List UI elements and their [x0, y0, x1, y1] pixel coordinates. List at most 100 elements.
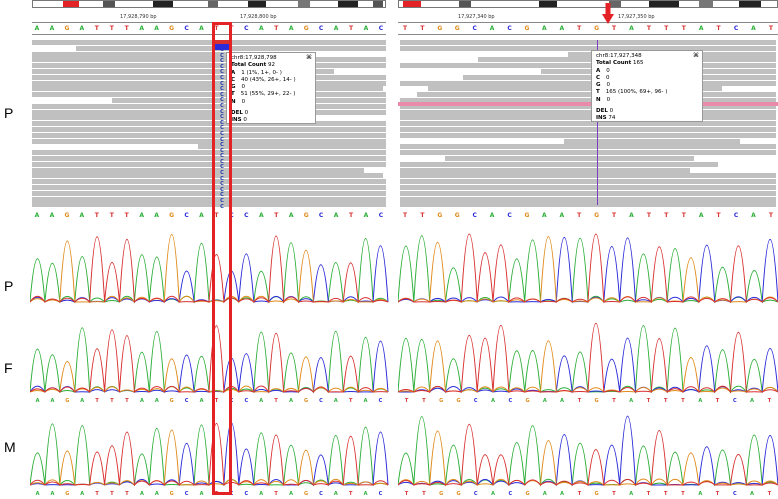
read-base: C [220, 86, 224, 93]
trace-base-call: A [50, 491, 54, 497]
read-bar [32, 161, 386, 167]
left-ref-base: A [363, 25, 369, 32]
trace-base-call: T [349, 491, 353, 497]
close-icon[interactable]: ⌘ [693, 52, 699, 59]
trace-base-call: T [664, 491, 668, 497]
read-bar [400, 45, 776, 51]
trace-base-call: T [681, 398, 685, 404]
trace-base-call: C [508, 398, 512, 404]
trace-base-call: A [629, 491, 633, 497]
right-ref-base: T [768, 25, 773, 32]
trace-base-call: A [543, 491, 547, 497]
right-cons-base: A [489, 212, 495, 219]
trace-base-call: G [525, 398, 529, 404]
left-cons-base: A [199, 212, 204, 219]
trace-t [30, 325, 389, 394]
trace-base-call: T [274, 398, 278, 404]
popup-ins-label: INS [231, 117, 242, 124]
read-bar [32, 173, 383, 179]
trace-base-call: T [578, 398, 582, 404]
right-cons-base: T [716, 212, 721, 219]
left-cons-base: T [274, 212, 279, 219]
popup-del-label: DEL [596, 108, 608, 115]
read-base: C [220, 181, 224, 188]
right-cons-base: C [507, 212, 512, 219]
left-ref-base: C [244, 25, 249, 32]
right-ref-base: T [646, 25, 651, 32]
trace-base-call: G [65, 398, 69, 404]
trace-a [30, 423, 389, 487]
trace-base-call: A [200, 491, 204, 497]
trace-base-call: T [647, 491, 651, 497]
right-cons-base: G [524, 212, 530, 219]
trace-base-call: A [80, 491, 84, 497]
trace-base-call: A [560, 398, 564, 404]
left-cons-base: G [303, 212, 309, 219]
trace-c [398, 415, 778, 487]
trace-c [30, 422, 389, 487]
trace-a [398, 325, 778, 394]
popup-position: chr8:17,927,348 [596, 53, 642, 59]
left-cons-base: A [258, 212, 264, 219]
trace-base-call: A [259, 398, 263, 404]
trace-base-call: G [456, 398, 460, 404]
read-bar [32, 150, 386, 156]
trace-base-call: G [439, 398, 443, 404]
read-bar [32, 80, 386, 86]
popup-base-count: 0 [606, 82, 611, 89]
right-cons-base: T [402, 212, 408, 219]
popup-base-label: G [596, 82, 601, 89]
right-ref-base: T [420, 25, 425, 32]
right-ruler-tick-1: 17,927,340 bp [458, 14, 495, 20]
right-cons-base: T [577, 212, 582, 219]
mismatch-marker [215, 44, 229, 50]
read-bar [400, 80, 776, 86]
row-label-f: F [4, 360, 13, 376]
trace-base-call: A [750, 398, 754, 404]
right-ref-base: A [751, 25, 756, 32]
popup-base-label: C [231, 76, 236, 83]
popup-base-label: G [231, 84, 236, 91]
close-icon[interactable]: ⌘ [306, 54, 312, 61]
popup-base-label: A [596, 67, 601, 74]
trace-base-call: A [140, 398, 144, 404]
read-bar [400, 63, 776, 69]
read-base: C [220, 80, 224, 87]
popup-base-count: 0 [606, 96, 611, 103]
trace-t [398, 322, 778, 394]
left-cons-base: A [333, 212, 339, 219]
trace-base-call: A [334, 491, 338, 497]
read-base: C [220, 186, 224, 193]
trace-base-call: A [140, 491, 144, 497]
trace-base-call: T [405, 398, 409, 404]
read-bar [400, 103, 776, 109]
left-ref-base: T [124, 25, 129, 32]
popup-base-count: 0 [241, 84, 246, 91]
read-bar [400, 144, 776, 150]
right-ref-base: G [437, 25, 443, 32]
read-bar [32, 202, 386, 208]
trace-base-call: T [125, 491, 129, 497]
trace-t [398, 424, 778, 487]
popup-base-count: 0 [606, 67, 610, 74]
left-cons-base: C [244, 212, 249, 219]
read-bar [400, 161, 719, 167]
read-bar [400, 173, 776, 179]
right-ref-base: A [542, 25, 547, 32]
read-base: C [220, 125, 224, 132]
popup-base-count: 40 (43%, 26+, 14- ) [241, 76, 296, 83]
left-cons-base: A [79, 212, 85, 219]
right-cons-base: G [454, 212, 460, 219]
trace-base-call: T [274, 491, 278, 497]
trace-base-call: C [379, 398, 383, 404]
read-base: C [220, 63, 224, 70]
trace-base-call: A [364, 491, 368, 497]
left-allele-count-popup: ⌘ chr8:17,928,798 Total Count 92 A 1 (1%,… [226, 52, 316, 124]
right-ref-base: C [733, 25, 739, 32]
read-bar [32, 40, 386, 45]
trace-base-call: G [439, 491, 443, 497]
right-cons-base: T [664, 212, 669, 219]
trace-base-call: T [110, 398, 114, 404]
